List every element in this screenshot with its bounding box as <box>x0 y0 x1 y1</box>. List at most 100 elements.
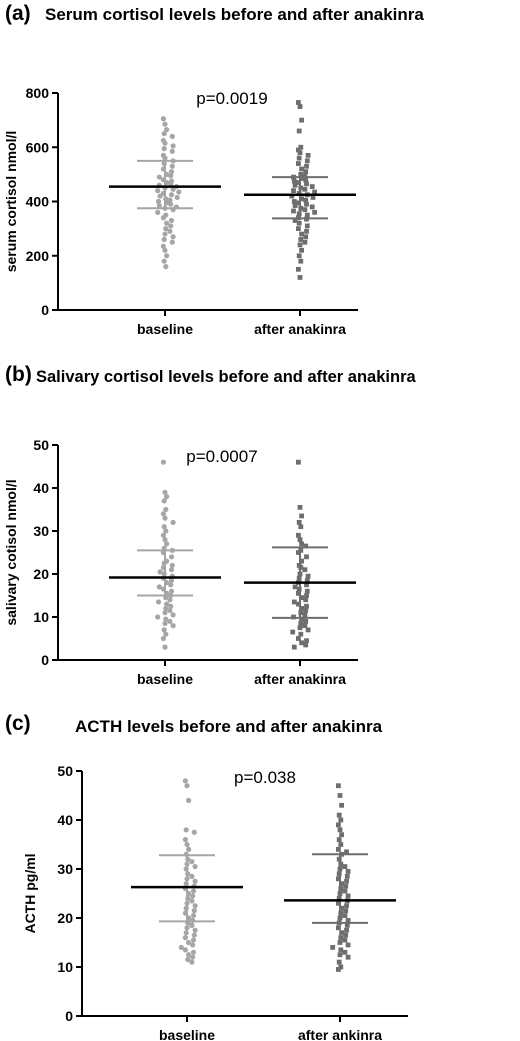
data-point <box>343 883 349 889</box>
data-point <box>345 942 351 948</box>
data-point <box>297 104 303 109</box>
y-tick-label: 30 <box>57 861 73 877</box>
data-point <box>305 573 311 579</box>
data-point <box>192 878 198 884</box>
data-point <box>169 133 175 139</box>
data-point <box>161 236 167 243</box>
data-point <box>309 184 315 189</box>
data-point <box>190 937 197 943</box>
data-point <box>297 537 303 542</box>
data-point <box>168 217 175 224</box>
data-point <box>164 541 170 547</box>
data-point <box>164 127 170 133</box>
data-point <box>161 524 167 530</box>
data-point <box>304 158 310 164</box>
data-point <box>297 242 303 248</box>
data-point <box>160 459 166 465</box>
data-point <box>168 181 174 187</box>
data-point <box>337 793 343 798</box>
data-point <box>156 202 162 209</box>
panel-c: (c) ACTH levels before and after anakinr… <box>0 690 520 1041</box>
data-point <box>304 603 309 609</box>
data-point <box>299 640 304 646</box>
data-point <box>189 959 195 965</box>
y-tick-label: 20 <box>33 566 49 582</box>
data-point <box>302 623 308 628</box>
data-point <box>163 226 169 232</box>
data-point <box>344 903 349 909</box>
data-point <box>336 847 341 852</box>
data-point <box>345 893 351 899</box>
panel-a: (a) Serum cortisol levels before and aft… <box>0 0 520 345</box>
data-point <box>296 266 301 272</box>
data-point <box>309 204 315 210</box>
data-point <box>170 186 176 192</box>
data-point <box>336 837 342 842</box>
y-tick-label: 800 <box>26 85 50 101</box>
data-point <box>345 918 351 923</box>
data-point <box>167 228 173 234</box>
data-point <box>299 558 304 564</box>
chart-title: ACTH levels before and after anakinra <box>75 717 383 736</box>
data-point <box>338 964 344 970</box>
data-point <box>296 550 301 555</box>
data-point <box>186 846 192 852</box>
data-point <box>168 169 175 175</box>
data-point <box>296 601 301 607</box>
data-point <box>168 223 174 229</box>
data-point <box>185 957 191 963</box>
data-point <box>338 947 344 953</box>
data-point <box>163 528 169 534</box>
data-point <box>336 925 341 931</box>
data-point <box>189 873 195 879</box>
data-point <box>298 144 304 150</box>
data-point <box>168 173 174 179</box>
y-tick-label: 40 <box>33 480 49 496</box>
x-tick-label: after anakinra <box>254 671 346 687</box>
data-point <box>297 504 303 510</box>
data-point <box>160 243 166 249</box>
data-point <box>303 608 309 613</box>
data-point <box>186 797 192 803</box>
data-point <box>304 212 310 218</box>
data-point <box>339 832 344 838</box>
data-point <box>299 247 304 253</box>
data-point <box>292 182 298 188</box>
data-point <box>337 827 343 833</box>
data-point <box>168 603 174 609</box>
data-point <box>184 783 190 789</box>
data-point <box>191 932 197 938</box>
data-point <box>168 582 174 588</box>
data-point <box>342 949 348 955</box>
data-point <box>190 912 197 919</box>
data-point <box>162 489 168 495</box>
data-point <box>296 180 301 185</box>
y-tick-label: 0 <box>41 302 49 318</box>
data-point <box>157 193 163 199</box>
data-point <box>296 155 302 161</box>
data-point <box>162 155 168 161</box>
data-point <box>161 498 167 504</box>
data-point <box>336 959 342 965</box>
data-point <box>304 223 310 229</box>
data-point <box>162 620 168 627</box>
data-point <box>191 829 197 835</box>
data-point <box>161 627 167 633</box>
data-point <box>162 644 168 650</box>
y-tick-label: 20 <box>57 910 73 926</box>
data-point <box>298 258 304 264</box>
data-point <box>304 638 309 644</box>
data-point <box>299 541 304 547</box>
data-point <box>337 952 343 958</box>
data-point <box>297 625 303 631</box>
data-point <box>296 128 302 134</box>
data-point <box>190 888 197 894</box>
y-axis-label: ACTH pg/ml <box>22 853 38 933</box>
data-point <box>192 927 198 933</box>
data-point <box>312 209 317 215</box>
data-point <box>296 532 301 538</box>
data-point <box>161 146 167 152</box>
data-point <box>303 618 309 624</box>
data-point <box>190 942 196 948</box>
data-point <box>299 231 304 237</box>
